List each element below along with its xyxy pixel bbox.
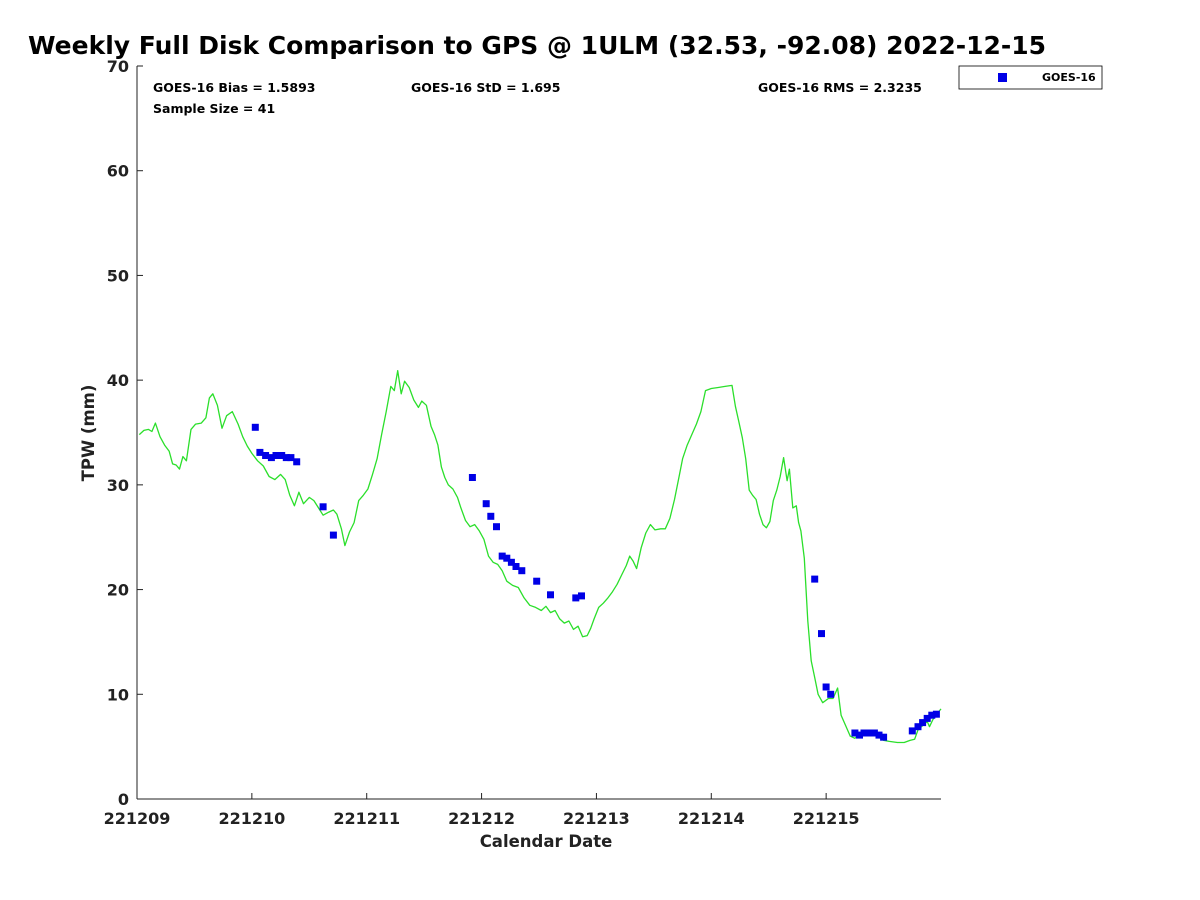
stat-rms: GOES-16 RMS = 2.3235 <box>758 80 922 95</box>
x-tick-label: 221215 <box>793 809 860 828</box>
y-axis: 0 10 20 30 40 50 60 70 <box>107 57 143 809</box>
gps-tpw-line-series <box>138 370 942 744</box>
data-point <box>498 552 506 560</box>
x-tick-label: 221213 <box>563 809 630 828</box>
data-point <box>851 729 859 737</box>
data-point <box>914 723 922 731</box>
data-point <box>572 594 580 602</box>
legend: GOES-16 <box>958 65 1103 90</box>
stat-std: GOES-16 StD = 1.695 <box>411 80 560 95</box>
data-point <box>256 448 264 456</box>
data-point <box>811 575 819 583</box>
data-point <box>287 454 295 462</box>
data-point <box>507 558 515 566</box>
data-point <box>928 711 936 719</box>
x-tick-label: 221209 <box>104 809 171 828</box>
y-tick-label: 60 <box>107 162 129 181</box>
y-tick-label: 0 <box>118 790 129 809</box>
data-point <box>329 531 337 539</box>
data-point <box>487 512 495 520</box>
y-tick-label: 10 <box>107 685 129 704</box>
data-point <box>282 454 290 462</box>
data-point <box>482 500 490 508</box>
data-point <box>547 591 554 599</box>
data-point <box>493 523 500 531</box>
data-point <box>503 554 511 562</box>
goes16-scatter-series <box>251 423 940 741</box>
data-point <box>818 630 825 638</box>
y-tick-label: 30 <box>107 476 129 495</box>
data-point <box>533 577 541 585</box>
y-tick-label: 50 <box>107 266 129 285</box>
data-point <box>919 719 927 727</box>
data-point <box>866 729 874 737</box>
data-point <box>293 458 301 466</box>
data-point <box>860 729 868 737</box>
plot-area <box>136 66 941 800</box>
data-point <box>822 683 830 691</box>
data-point <box>272 452 280 459</box>
x-tick-label: 221214 <box>678 809 745 828</box>
y-tick-label: 40 <box>107 371 129 390</box>
data-point <box>518 567 526 575</box>
data-point <box>319 503 327 511</box>
data-point <box>251 423 259 431</box>
data-point <box>468 474 476 481</box>
data-point <box>512 563 520 570</box>
data-point <box>278 452 286 459</box>
data-point <box>827 690 835 698</box>
data-point <box>908 727 916 735</box>
legend-box <box>958 65 1103 90</box>
x-axis: 221209 221210 221211 221212 221213 221214 2212… <box>104 793 860 828</box>
stat-sample-size: Sample Size = 41 <box>153 101 275 116</box>
chart-title: Weekly Full Disk Comparison to GPS @ 1UL… <box>28 31 1046 60</box>
data-point <box>870 729 878 737</box>
legend-label-goes16: GOES-16 <box>1042 71 1096 84</box>
data-point <box>923 714 931 722</box>
x-tick-label: 221210 <box>218 809 285 828</box>
y-tick-label: 70 <box>107 57 129 76</box>
y-tick-label: 20 <box>107 581 129 600</box>
data-point <box>267 454 275 462</box>
data-point <box>856 731 863 739</box>
data-point <box>262 452 270 459</box>
data-point <box>932 710 940 718</box>
data-point <box>875 731 883 739</box>
x-axis-label: Calendar Date <box>480 832 613 851</box>
x-tick-label: 221212 <box>448 809 515 828</box>
y-axis-label: TPW (mm) <box>79 385 98 482</box>
data-point <box>880 733 888 741</box>
stat-bias: GOES-16 Bias = 1.5893 <box>153 80 315 95</box>
x-tick-label: 221211 <box>333 809 400 828</box>
gps-tpw-line <box>138 370 942 744</box>
data-point <box>578 592 585 600</box>
legend-marker-goes16 <box>998 73 1007 82</box>
